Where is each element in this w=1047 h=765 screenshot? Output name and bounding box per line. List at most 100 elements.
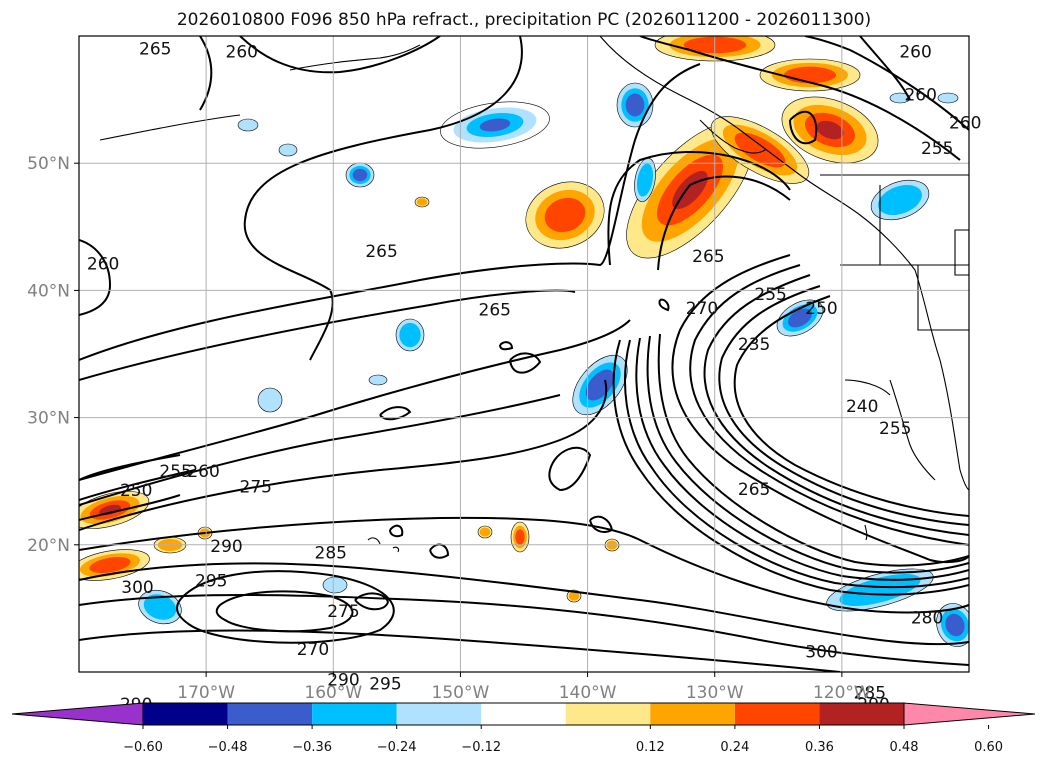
refractivity-contour bbox=[389, 524, 404, 538]
colorbar-segment bbox=[734, 703, 820, 725]
contour-label: 295 bbox=[369, 674, 401, 694]
coastline bbox=[599, 36, 969, 491]
colorbar-tick-label: −0.12 bbox=[461, 740, 501, 755]
contour-label: 260 bbox=[949, 113, 981, 133]
refractivity-contour-layer bbox=[79, 36, 969, 672]
precipitation-patch bbox=[322, 576, 348, 594]
refractivity-contour bbox=[804, 36, 969, 131]
colorbar-segment bbox=[819, 703, 904, 725]
contour-label: 235 bbox=[738, 335, 770, 355]
contour-label: 260 bbox=[226, 42, 258, 62]
colorbar-tick-label: 0.24 bbox=[720, 740, 749, 755]
colorbar-segment bbox=[650, 703, 735, 725]
coastline bbox=[864, 524, 868, 541]
coastline bbox=[99, 114, 241, 141]
refractivity-contour bbox=[658, 298, 670, 312]
precipitation-fill-layer bbox=[79, 36, 969, 647]
precipitation-patch bbox=[416, 198, 428, 206]
refractivity-contour bbox=[199, 36, 213, 111]
precipitation-patch bbox=[544, 197, 586, 233]
refractivity-contour bbox=[79, 594, 969, 666]
precipitation-patch bbox=[515, 529, 525, 545]
precipitation-patch bbox=[89, 556, 131, 574]
refractivity-contour bbox=[79, 394, 561, 506]
precipitation-patch bbox=[585, 369, 615, 401]
colorbar-tick-label: −0.60 bbox=[123, 740, 163, 755]
precipitation-patch bbox=[878, 184, 922, 216]
contour-label: 260 bbox=[899, 42, 931, 62]
colorbar: −0.60 −0.48 −0.36 −0.24 −0.12 0.12 0.24 0.36 0.4… bbox=[11, 702, 1036, 755]
y-tick-label: 40°N bbox=[27, 281, 70, 301]
colorbar-tick-label: −0.48 bbox=[208, 740, 248, 755]
contour-label: 285 bbox=[315, 543, 347, 563]
y-tick-label: 30°N bbox=[27, 409, 70, 429]
colorbar-segment bbox=[312, 703, 397, 725]
x-tick-label: 150°W bbox=[432, 683, 490, 703]
colorbar-tick-label: −0.36 bbox=[292, 740, 332, 755]
x-tick-label: 160°W bbox=[304, 683, 362, 703]
x-tick-label: 120°W bbox=[813, 683, 871, 703]
refractivity-contour bbox=[243, 36, 523, 361]
coastline bbox=[889, 379, 936, 481]
contour-label: 255 bbox=[159, 462, 191, 482]
precipitation-patch bbox=[479, 527, 491, 537]
y-tick-label: 20°N bbox=[27, 536, 70, 556]
refractivity-contour bbox=[589, 515, 614, 533]
precipitation-patch bbox=[257, 387, 283, 413]
coastline bbox=[367, 537, 381, 545]
contour-label: 255 bbox=[921, 139, 953, 159]
precipitation-patch bbox=[816, 120, 844, 140]
contour-label: 280 bbox=[911, 608, 943, 628]
refractivity-contour bbox=[379, 406, 412, 421]
refractivity-contour bbox=[79, 239, 112, 316]
refractivity-contour bbox=[718, 285, 969, 526]
colorbar-extend-high bbox=[903, 702, 1036, 726]
contour-label: 265 bbox=[738, 480, 770, 500]
contour-label: 260 bbox=[87, 255, 119, 275]
x-tick-label: 140°W bbox=[559, 683, 617, 703]
contour-label: 265 bbox=[692, 247, 724, 267]
colorbar-tick-label: 0.12 bbox=[636, 740, 665, 755]
precipitation-patch bbox=[352, 168, 368, 182]
refractivity-contour bbox=[733, 295, 969, 517]
grid-layer bbox=[79, 36, 969, 672]
refractivity-contour bbox=[79, 562, 969, 646]
colorbar-segment bbox=[227, 703, 313, 725]
contour-label: 255 bbox=[879, 419, 911, 439]
coastline bbox=[289, 44, 421, 71]
refractivity-contour bbox=[607, 150, 791, 266]
precipitation-patch bbox=[99, 504, 121, 516]
x-axis-ticks: 170°W 160°W 150°W 140°W 130°W 120°W bbox=[177, 672, 871, 703]
precipitation-patch bbox=[568, 591, 580, 601]
refractivity-contour bbox=[789, 110, 818, 145]
refractivity-contour bbox=[635, 337, 969, 581]
contour-label: 290 bbox=[327, 671, 359, 691]
coastline-layer bbox=[99, 36, 969, 553]
colorbar-frame bbox=[142, 702, 905, 726]
refractivity-contour bbox=[859, 36, 911, 101]
contour-label: 250 bbox=[805, 299, 837, 319]
chart-title: 2026010800 F096 850 hPa refract., precip… bbox=[177, 10, 871, 30]
colorbar-segment bbox=[481, 703, 566, 725]
contour-label: 275 bbox=[327, 602, 359, 622]
refractivity-contour bbox=[79, 289, 576, 381]
refractivity-contour bbox=[239, 36, 441, 74]
precipitation-patch bbox=[839, 574, 921, 606]
precipitation-patch bbox=[734, 132, 786, 168]
refractivity-contour bbox=[639, 36, 961, 161]
precipitation-patch bbox=[937, 92, 959, 104]
refractivity-contour bbox=[624, 339, 969, 589]
precipitation-patch bbox=[788, 308, 812, 328]
refractivity-contour bbox=[509, 352, 542, 374]
colorbar-extend-low bbox=[11, 702, 144, 726]
colorbar-tick-label: 0.60 bbox=[974, 740, 1003, 755]
contour-label: 265 bbox=[365, 242, 397, 262]
refractivity-contour bbox=[499, 341, 514, 351]
precipitation-patch bbox=[143, 594, 177, 620]
refractivity-contour bbox=[215, 590, 354, 633]
contour-label: 265 bbox=[139, 40, 171, 60]
contour-label: 265 bbox=[479, 300, 511, 320]
precipitation-patch bbox=[479, 118, 511, 132]
refractivity-contour bbox=[79, 494, 181, 521]
